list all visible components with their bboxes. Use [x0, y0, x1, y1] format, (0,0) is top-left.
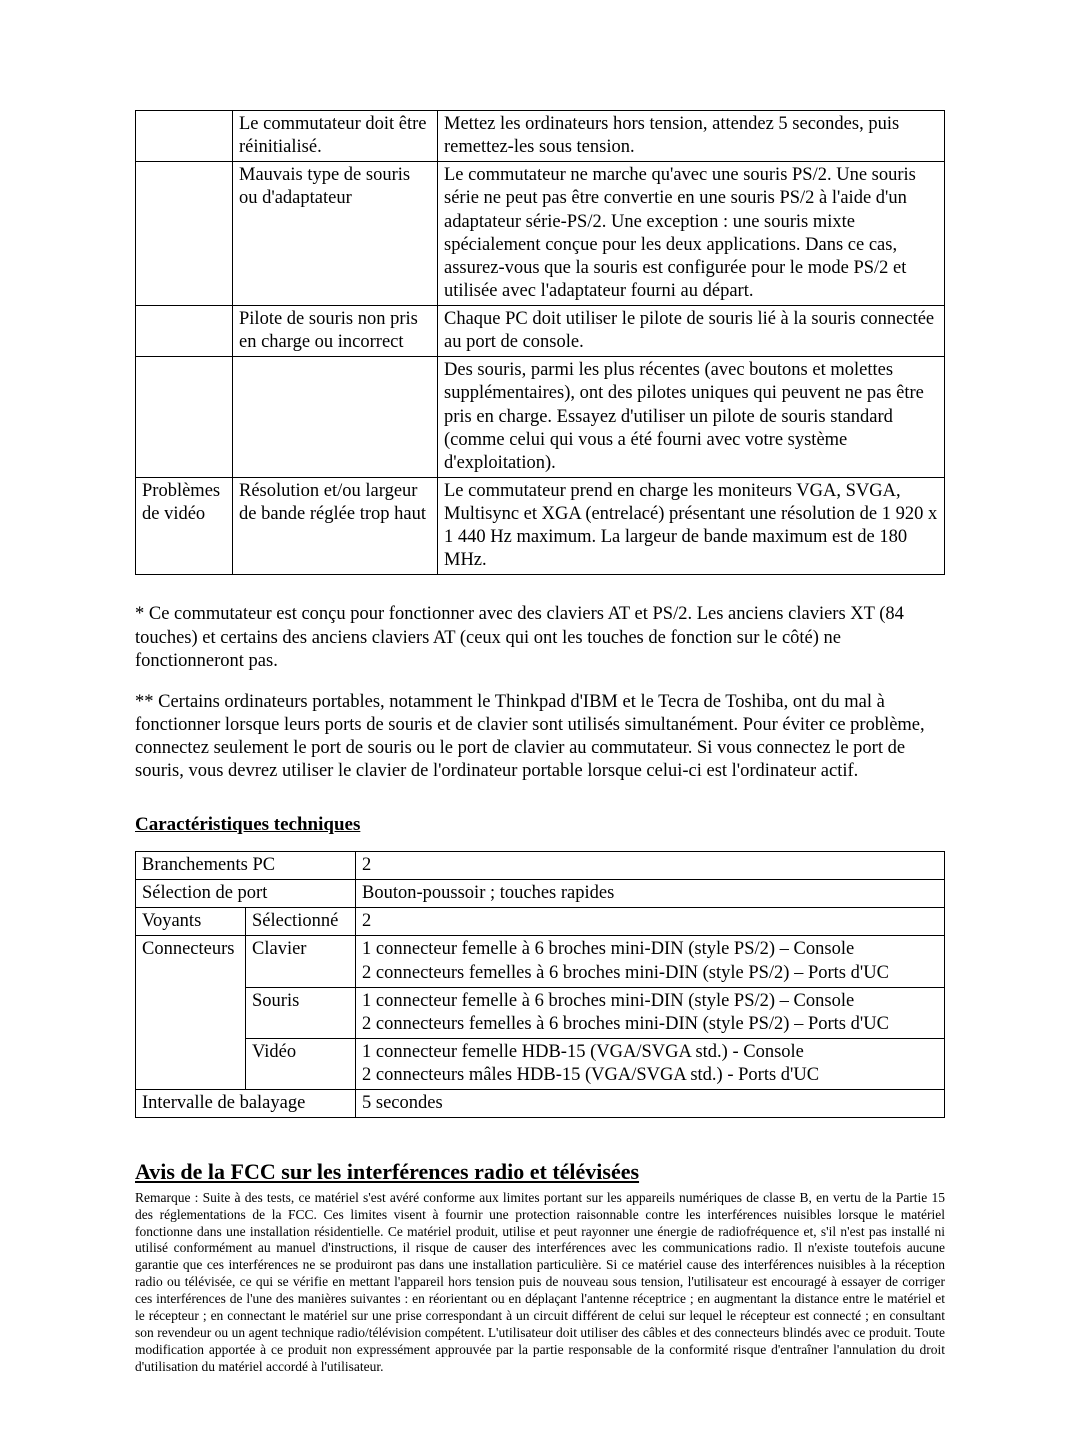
table-row: Souris 1 connecteur femelle à 6 broches …	[136, 987, 945, 1038]
spec-sublabel: Souris	[246, 987, 356, 1038]
table-row: Le commutateur doit être réinitialisé. M…	[136, 111, 945, 162]
cell-cause	[233, 357, 438, 478]
table-row: Branchements PC 2	[136, 852, 945, 880]
footnote-1: * Ce commutateur est conçu pour fonction…	[135, 603, 945, 672]
spec-value: 2	[356, 852, 945, 880]
table-row: Des souris, parmi les plus récentes (ave…	[136, 357, 945, 478]
spec-value: Bouton-poussoir ; touches rapides	[356, 880, 945, 908]
cell-cause: Pilote de souris non pris en charge ou i…	[233, 306, 438, 357]
spec-value: 1 connecteur femelle à 6 broches mini-DI…	[356, 987, 945, 1038]
troubleshooting-table: Le commutateur doit être réinitialisé. M…	[135, 110, 945, 575]
table-row: Vidéo 1 connecteur femelle HDB-15 (VGA/S…	[136, 1038, 945, 1089]
table-row: Voyants Sélectionné 2	[136, 908, 945, 936]
table-row: Problèmes de vidéo Résolution et/ou larg…	[136, 477, 945, 575]
cell-action: Chaque PC doit utiliser le pilote de sou…	[438, 306, 945, 357]
cell-action: Des souris, parmi les plus récentes (ave…	[438, 357, 945, 478]
footnote-2: ** Certains ordinateurs portables, notam…	[135, 691, 945, 784]
cell-action: Le commutateur ne marche qu'avec une sou…	[438, 162, 945, 306]
spec-sublabel: Vidéo	[246, 1038, 356, 1089]
cell-problem	[136, 162, 233, 306]
spec-value: 1 connecteur femelle à 6 broches mini-DI…	[356, 936, 945, 987]
table-row: Connecteurs Clavier 1 connecteur femelle…	[136, 936, 945, 987]
cell-action: Mettez les ordinateurs hors tension, att…	[438, 111, 945, 162]
document-page: Le commutateur doit être réinitialisé. M…	[0, 0, 1080, 1435]
table-row: Intervalle de balayage 5 secondes	[136, 1090, 945, 1118]
spec-label: Voyants	[136, 908, 246, 936]
fcc-heading: Avis de la FCC sur les interférences rad…	[135, 1158, 945, 1186]
spec-value: 5 secondes	[356, 1090, 945, 1118]
cell-problem	[136, 357, 233, 478]
spec-label: Intervalle de balayage	[136, 1090, 356, 1118]
table-row: Mauvais type de souris ou d'adaptateur L…	[136, 162, 945, 306]
spec-value: 2	[356, 908, 945, 936]
cell-cause: Résolution et/ou largeur de bande réglée…	[233, 477, 438, 575]
spec-sublabel: Sélectionné	[246, 908, 356, 936]
table-row: Pilote de souris non pris en charge ou i…	[136, 306, 945, 357]
spec-sublabel: Clavier	[246, 936, 356, 987]
cell-action: Le commutateur prend en charge les monit…	[438, 477, 945, 575]
fcc-body: Remarque : Suite à des tests, ce matérie…	[135, 1190, 945, 1376]
cell-problem	[136, 111, 233, 162]
footnotes: * Ce commutateur est conçu pour fonction…	[135, 603, 945, 783]
spec-label: Sélection de port	[136, 880, 356, 908]
specs-heading: Caractéristiques techniques	[135, 813, 945, 837]
cell-cause: Le commutateur doit être réinitialisé.	[233, 111, 438, 162]
spec-label: Branchements PC	[136, 852, 356, 880]
cell-cause: Mauvais type de souris ou d'adaptateur	[233, 162, 438, 306]
table-row: Sélection de port Bouton-poussoir ; touc…	[136, 880, 945, 908]
cell-problem	[136, 306, 233, 357]
spec-label: Connecteurs	[136, 936, 246, 1090]
specs-table: Branchements PC 2 Sélection de port Bout…	[135, 851, 945, 1118]
cell-problem: Problèmes de vidéo	[136, 477, 233, 575]
spec-value: 1 connecteur femelle HDB-15 (VGA/SVGA st…	[356, 1038, 945, 1089]
